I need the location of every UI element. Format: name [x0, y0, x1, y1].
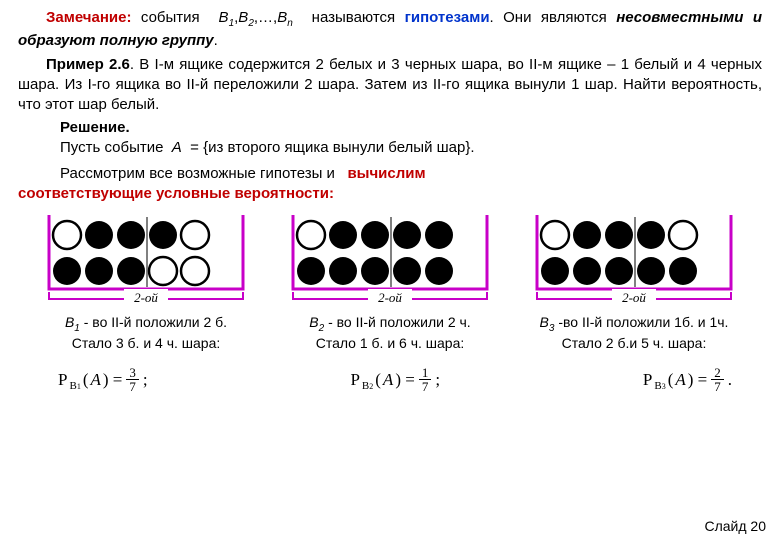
box-svg-1: 2-ой — [41, 211, 251, 311]
box-svg-3: 2-ой — [529, 211, 739, 311]
slide-number: Слайд 20 — [704, 518, 766, 534]
diagram-2: 2-ой B2 - во II-й положили 2 ч. Стало 1 … — [272, 211, 508, 353]
caption1-3: B3 -во II-й положили 1б. и 1ч. — [516, 313, 752, 335]
diagram-1: 2-ой B1 - во II-й положили 2 б. Стало 3 … — [28, 211, 264, 353]
remark-label: Замечание: — [46, 9, 131, 26]
caption2-3: Стало 2 б.и 5 ч. шара: — [516, 334, 752, 352]
caption1-1: B1 - во II-й положили 2 б. — [28, 313, 264, 335]
caption2-2: Стало 1 б. и 6 ч. шара: — [272, 334, 508, 352]
cond-probs: соответствующие условные вероятности: — [18, 184, 762, 204]
solution-label: Решение. — [18, 118, 762, 138]
solution-hyp: Рассмотрим все возможные гипотезы и вычи… — [18, 164, 762, 184]
formula-row: PB1 (A) = 37; PB2 (A) = 17; PB3 (A) = 27… — [18, 366, 762, 393]
solution-event: Пусть событие A = {из второго ящика выну… — [18, 138, 762, 158]
example: Пример 2.6. В I-м ящике содержится 2 бел… — [18, 55, 762, 116]
remark-line: Замечание: события B1,B2,…,Bn называются… — [18, 8, 762, 51]
diagram-row: 2-ой B1 - во II-й положили 2 б. Стало 3 … — [18, 211, 762, 353]
caption1-2: B2 - во II-й положили 2 ч. — [272, 313, 508, 335]
box-svg-2: 2-ой — [285, 211, 495, 311]
formula-3: PB3 (A) = 27. — [643, 366, 732, 393]
caption2-1: Стало 3 б. и 4 ч. шара: — [28, 334, 264, 352]
formula-1: PB1 (A) = 37; — [58, 366, 148, 393]
diagram-3: 2-ой B3 -во II-й положили 1б. и 1ч. Стал… — [516, 211, 752, 353]
formula-2: PB2 (A) = 17; — [350, 366, 440, 393]
